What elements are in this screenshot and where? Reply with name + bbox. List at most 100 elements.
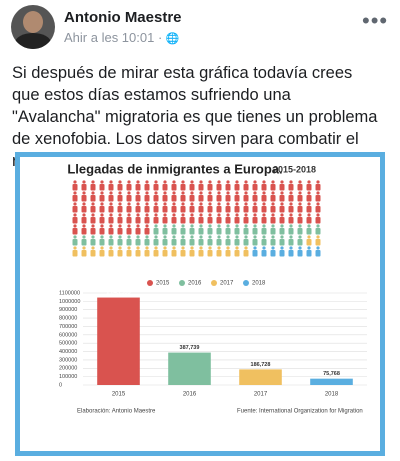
person-head xyxy=(289,224,293,228)
person-body xyxy=(261,217,267,224)
person-body xyxy=(252,217,258,224)
person-head xyxy=(271,224,275,228)
person-body xyxy=(198,195,204,202)
person-body xyxy=(99,228,105,235)
person-body xyxy=(198,184,204,191)
person-head xyxy=(226,202,230,206)
person-body xyxy=(252,195,258,202)
person-body xyxy=(207,228,213,235)
person-head xyxy=(208,235,212,239)
person-body xyxy=(81,195,87,202)
person-body xyxy=(234,239,240,246)
person-body xyxy=(261,184,267,191)
person-head xyxy=(271,213,275,217)
person-head xyxy=(298,235,302,239)
person-head xyxy=(181,246,185,250)
person-head xyxy=(172,224,176,228)
person-head xyxy=(82,246,86,250)
person-body xyxy=(261,239,267,246)
more-menu[interactable]: ••• xyxy=(362,8,389,33)
person-head xyxy=(199,213,203,217)
x-tick-label: 2017 xyxy=(254,392,268,398)
person-body xyxy=(108,184,114,191)
person-head xyxy=(262,213,266,217)
avatar[interactable] xyxy=(11,5,55,49)
person-head xyxy=(100,180,104,184)
person-body xyxy=(225,228,231,235)
person-head xyxy=(172,180,176,184)
person-body xyxy=(243,239,249,246)
person-head xyxy=(244,246,248,250)
person-body xyxy=(270,206,276,213)
person-head xyxy=(82,224,86,228)
person-body xyxy=(180,217,186,224)
person-body xyxy=(261,206,267,213)
person-head xyxy=(136,213,140,217)
person-body xyxy=(189,184,195,191)
person-body xyxy=(99,206,105,213)
timestamp[interactable]: Ahir a les 10:01 · 🌐 xyxy=(64,30,180,45)
person-head xyxy=(208,202,212,206)
person-body xyxy=(288,184,294,191)
person-body xyxy=(126,239,132,246)
person-body xyxy=(234,184,240,191)
person-body xyxy=(234,195,240,202)
person-body xyxy=(72,228,78,235)
person-head xyxy=(271,191,275,195)
person-head xyxy=(253,213,257,217)
person-body xyxy=(153,239,159,246)
person-head xyxy=(226,246,230,250)
person-head xyxy=(280,246,284,250)
y-tick-label: 1000000 xyxy=(59,299,80,305)
value-label: 387,739 xyxy=(180,345,200,351)
person-body xyxy=(225,184,231,191)
person-head xyxy=(199,180,203,184)
person-body xyxy=(243,228,249,235)
person-head xyxy=(181,235,185,239)
person-body xyxy=(315,217,321,224)
person-body xyxy=(117,217,123,224)
person-head xyxy=(208,224,212,228)
person-head xyxy=(82,202,86,206)
person-body xyxy=(99,250,105,257)
person-body xyxy=(81,206,87,213)
person-head xyxy=(82,213,86,217)
person-body xyxy=(216,239,222,246)
person-head xyxy=(298,246,302,250)
person-head xyxy=(91,213,95,217)
y-tick-label: 600000 xyxy=(59,332,77,338)
person-body xyxy=(270,228,276,235)
x-tick-label: 2018 xyxy=(325,392,339,398)
person-body xyxy=(117,228,123,235)
person-body xyxy=(162,217,168,224)
legend-label: 2017 xyxy=(220,281,234,287)
person-body xyxy=(144,239,150,246)
legend-swatch xyxy=(243,280,249,286)
y-tick-label: 0 xyxy=(59,382,62,388)
legend-label: 2018 xyxy=(252,281,266,287)
person-body xyxy=(306,184,312,191)
person-head xyxy=(235,235,239,239)
person-body xyxy=(315,206,321,213)
person-body xyxy=(207,250,213,257)
person-body xyxy=(126,250,132,257)
person-body xyxy=(306,195,312,202)
person-body xyxy=(288,217,294,224)
person-body xyxy=(72,239,78,246)
person-head xyxy=(226,213,230,217)
person-head xyxy=(163,235,167,239)
person-body xyxy=(90,206,96,213)
person-body xyxy=(270,184,276,191)
person-body xyxy=(81,239,87,246)
person-body xyxy=(90,239,96,246)
author[interactable]: Antonio Maestre xyxy=(64,9,182,26)
person-body xyxy=(279,250,285,257)
person-head xyxy=(190,191,194,195)
person-body xyxy=(315,250,321,257)
person-head xyxy=(298,224,302,228)
person-body xyxy=(216,195,222,202)
person-body xyxy=(225,250,231,257)
person-head xyxy=(127,224,131,228)
person-body xyxy=(306,228,312,235)
person-head xyxy=(262,191,266,195)
